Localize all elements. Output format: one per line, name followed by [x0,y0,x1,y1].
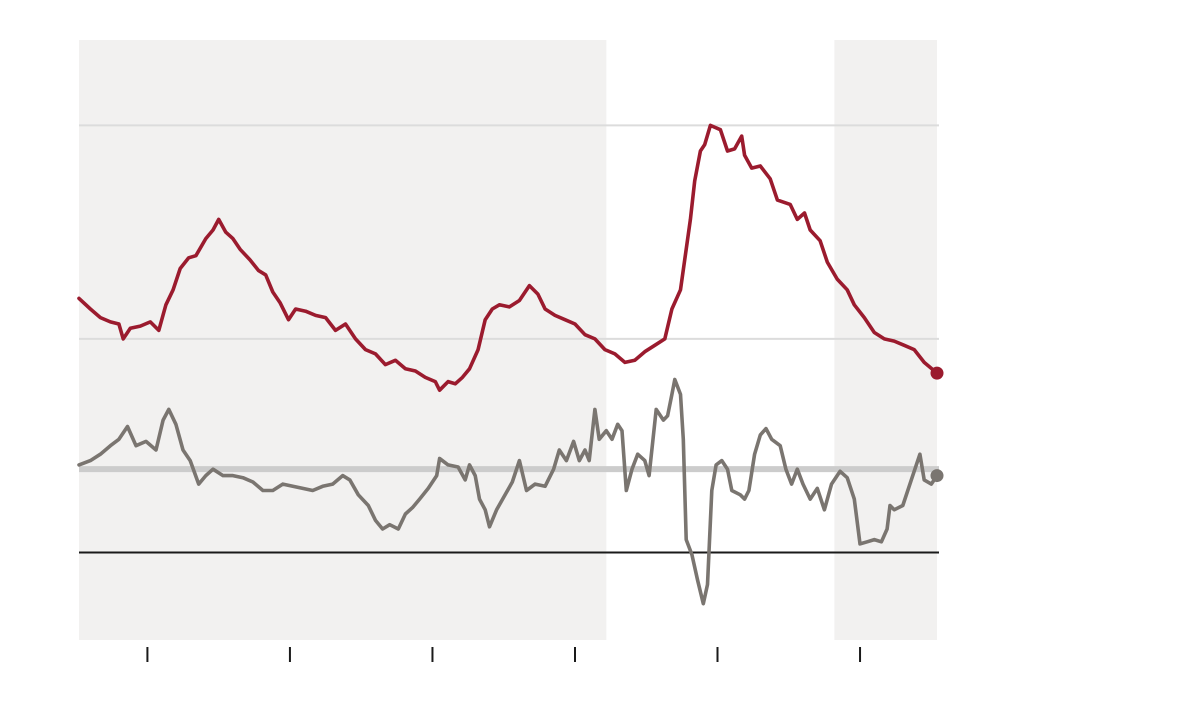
series-line-2 [77,377,939,606]
series-end-marker-1 [930,366,944,380]
shaded-region [79,40,607,640]
series-end-marker-2 [930,469,944,483]
x-axis-ticks [146,647,862,662]
shaded-regions [79,40,937,640]
series-lines [77,123,944,606]
series-line-1 [77,123,939,393]
